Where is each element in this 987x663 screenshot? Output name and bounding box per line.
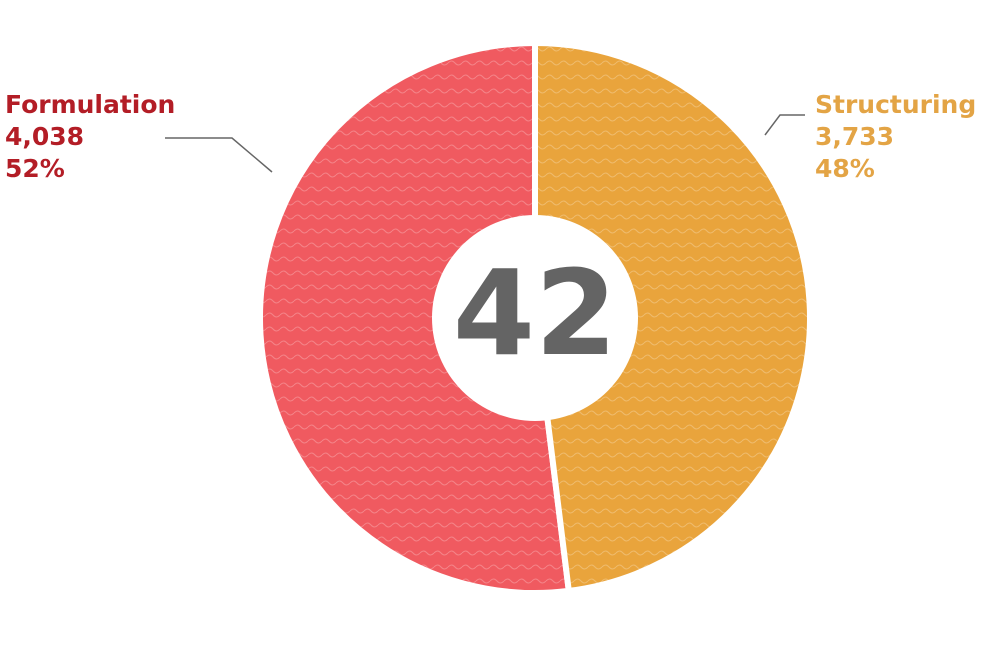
hole xyxy=(432,215,638,421)
percent-label: 52% xyxy=(5,154,65,183)
leader-line xyxy=(764,114,805,136)
leader-line xyxy=(165,137,273,173)
category-label: Formulation xyxy=(5,90,175,119)
percent-label: 48% xyxy=(815,154,875,183)
labels: Formulation 4,038 52% Structuring 3,733 48% xyxy=(5,90,976,183)
center-value: 42 xyxy=(453,244,617,382)
value-label: 4,038 xyxy=(5,122,84,151)
category-label: Structuring xyxy=(815,90,976,119)
value-label: 3,733 xyxy=(815,122,894,151)
